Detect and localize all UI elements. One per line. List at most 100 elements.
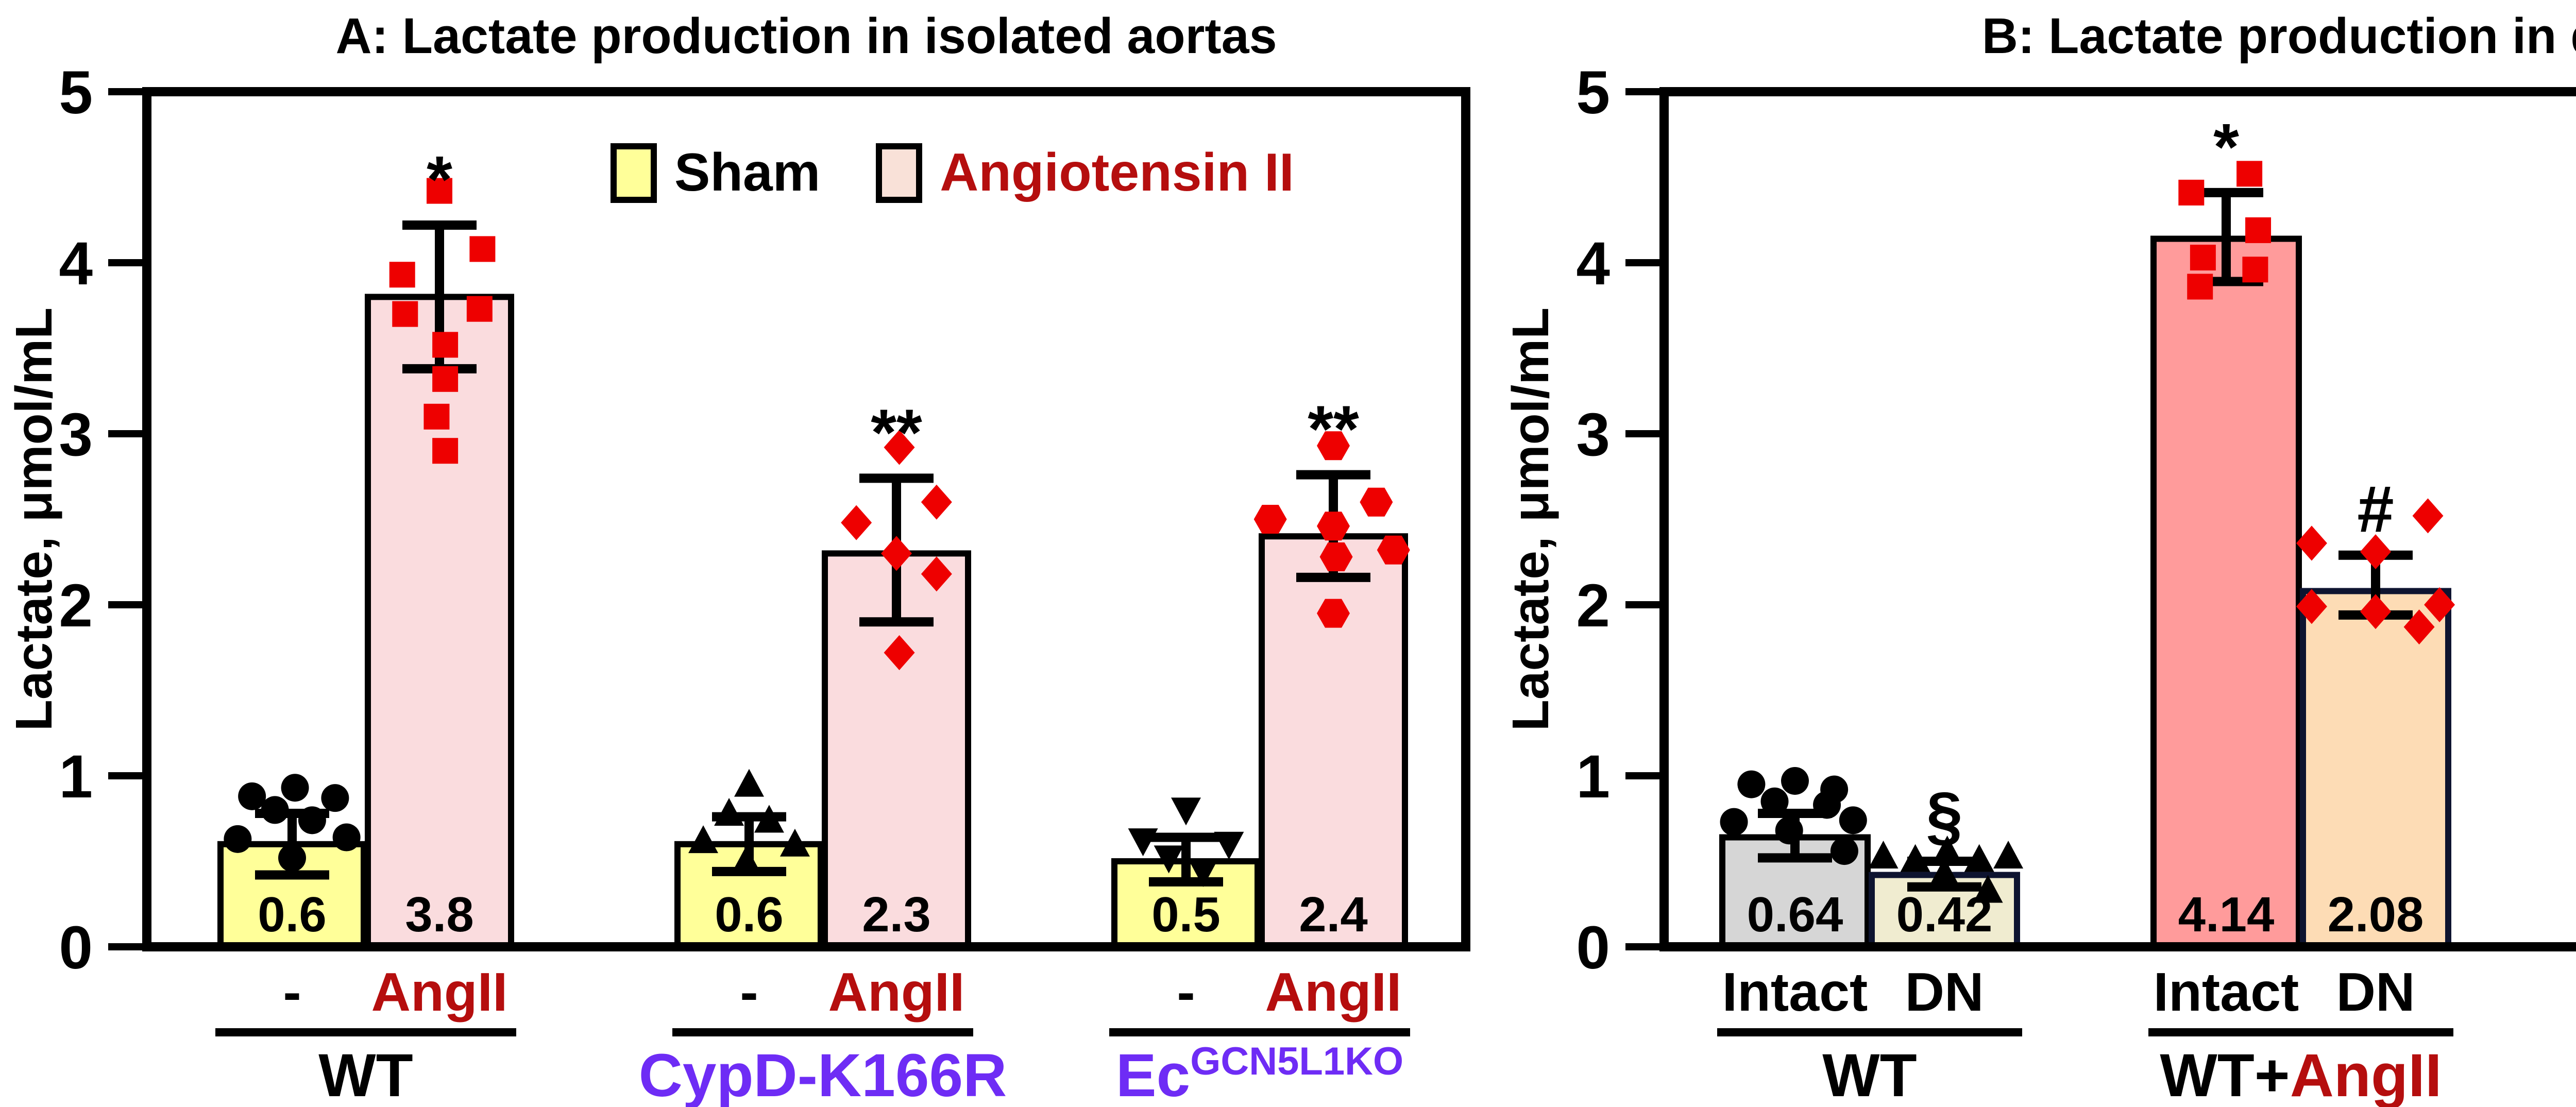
bar-value-label: 3.8 bbox=[405, 887, 473, 942]
circle-marker bbox=[321, 784, 349, 812]
significance-symbol: ** bbox=[1308, 393, 1359, 466]
square-marker bbox=[469, 236, 496, 262]
hexagon-marker bbox=[1253, 505, 1287, 534]
triangle-down-marker bbox=[1128, 828, 1158, 857]
panel-A: 0 1 2 3 4 5 Lactate, μmol/mL 0.6 - 3.8 * AngII WT 0.6… bbox=[5, 59, 1470, 1107]
condition-label: Intact bbox=[2154, 962, 2299, 1023]
square-marker bbox=[2242, 257, 2268, 283]
triangle-up-marker bbox=[1932, 836, 1962, 864]
hexagon-marker bbox=[1377, 535, 1410, 565]
y-tick-label: 2 bbox=[59, 572, 93, 640]
hexagon-marker bbox=[1317, 512, 1350, 541]
hexagon-marker bbox=[1317, 431, 1350, 461]
legend-label-sham: Sham bbox=[674, 143, 821, 202]
panel-b-title: B: Lactate production in denuded (DN) ao… bbox=[1981, 8, 2576, 64]
y-tick-label: 3 bbox=[59, 401, 93, 469]
square-marker bbox=[466, 296, 493, 322]
condition-label: AngII bbox=[371, 962, 508, 1023]
diamond-marker bbox=[2412, 498, 2444, 534]
legend-item-sham: Sham bbox=[611, 142, 820, 203]
significance-symbol: * bbox=[2213, 110, 2239, 184]
bar bbox=[2150, 235, 2302, 950]
circle-marker bbox=[1781, 767, 1809, 795]
panel-a-title: A: Lactate production in isolated aortas bbox=[335, 8, 1277, 64]
bar bbox=[1259, 533, 1408, 950]
y-tick-label: 1 bbox=[1576, 743, 1610, 811]
triangle-up-marker bbox=[714, 798, 744, 826]
diamond-marker bbox=[2360, 534, 2391, 570]
triangle-down-marker bbox=[1214, 831, 1244, 860]
legend-label-angiotensin: Angiotensin II bbox=[940, 143, 1294, 202]
triangle-up-marker bbox=[754, 805, 784, 833]
square-marker bbox=[432, 366, 459, 392]
condition-label: DN bbox=[2336, 962, 2415, 1023]
triangle-down-marker bbox=[1171, 797, 1201, 826]
group-label: WT bbox=[1822, 1042, 1917, 1107]
diamond-marker bbox=[841, 505, 872, 540]
circle-marker bbox=[224, 825, 252, 853]
bar-value-label: 0.6 bbox=[715, 887, 783, 942]
square-marker bbox=[2245, 217, 2272, 243]
triangle-up-marker bbox=[688, 825, 719, 854]
circle-marker bbox=[1760, 787, 1789, 815]
bar-value-label: 0.5 bbox=[1151, 887, 1220, 942]
circle-marker bbox=[278, 844, 306, 872]
bar-value-label: 0.6 bbox=[258, 887, 326, 942]
diamond-marker bbox=[2424, 587, 2455, 622]
y-axis-label: Lactate, μmol/mL bbox=[5, 308, 63, 731]
significance-symbol: # bbox=[2357, 473, 2394, 547]
square-marker bbox=[2187, 274, 2213, 300]
y-axis-label: Lactate, μmol/mL bbox=[1502, 308, 1560, 731]
triangle-up-marker bbox=[1973, 875, 2003, 903]
bar-value-label: 2.08 bbox=[2328, 887, 2424, 942]
square-marker bbox=[392, 301, 418, 327]
group-label: CypD-K166R bbox=[639, 1042, 1007, 1107]
triangle-down-marker bbox=[1188, 859, 1218, 887]
legend-item-angiotensin: Angiotensin II bbox=[876, 142, 1294, 203]
triangle-up-marker bbox=[1868, 841, 1899, 869]
y-tick-label: 5 bbox=[59, 59, 93, 127]
bar-value-label: 2.4 bbox=[1299, 887, 1367, 942]
triangle-up-marker bbox=[779, 828, 810, 857]
y-tick-label: 1 bbox=[59, 743, 93, 811]
diamond-marker bbox=[884, 430, 915, 465]
condition-label: DN bbox=[1905, 962, 1984, 1023]
diamond-marker bbox=[2296, 589, 2327, 624]
angiotensin-swatch-icon bbox=[876, 143, 923, 203]
bar-value-label: 0.64 bbox=[1747, 887, 1843, 942]
hexagon-marker bbox=[1360, 487, 1393, 517]
y-tick-label: 0 bbox=[1576, 914, 1610, 982]
diamond-marker bbox=[921, 556, 952, 592]
plot-frame bbox=[142, 87, 1470, 951]
triangle-down-marker bbox=[1154, 845, 1184, 874]
circle-marker bbox=[1720, 808, 1748, 836]
circle-marker bbox=[1775, 816, 1803, 845]
bar-value-label: 4.14 bbox=[2178, 887, 2275, 942]
circle-marker bbox=[238, 782, 266, 810]
legend: Sham Angiotensin II bbox=[611, 142, 1294, 203]
condition-label: - bbox=[283, 962, 301, 1023]
circle-marker bbox=[1813, 791, 1841, 819]
bar-value-label: 0.42 bbox=[1896, 887, 1993, 942]
circle-marker bbox=[298, 806, 326, 834]
condition-label: - bbox=[740, 962, 758, 1023]
diamond-marker bbox=[884, 635, 915, 670]
triangle-up-marker bbox=[734, 769, 764, 797]
diamond-marker bbox=[2403, 609, 2435, 645]
circle-marker bbox=[1839, 806, 1867, 834]
condition-label: AngII bbox=[1265, 962, 1402, 1023]
condition-label: - bbox=[1177, 962, 1195, 1023]
bar-value-label: 2.3 bbox=[862, 887, 930, 942]
circle-marker bbox=[281, 774, 309, 802]
diamond-marker bbox=[2360, 594, 2391, 629]
circle-marker bbox=[261, 796, 289, 824]
y-tick-label: 4 bbox=[1576, 230, 1610, 298]
panel-B: 0 1 2 3 4 5 Lactate, μmol/mL 0.64 Intact 0.42 § DN W… bbox=[1502, 59, 2576, 1107]
triangle-up-marker bbox=[1900, 844, 1930, 872]
diamond-marker bbox=[921, 484, 952, 520]
square-marker bbox=[432, 438, 459, 464]
triangle-up-marker bbox=[1964, 844, 1994, 872]
plot-frame bbox=[1659, 87, 2576, 951]
diamond-marker bbox=[2296, 525, 2327, 561]
